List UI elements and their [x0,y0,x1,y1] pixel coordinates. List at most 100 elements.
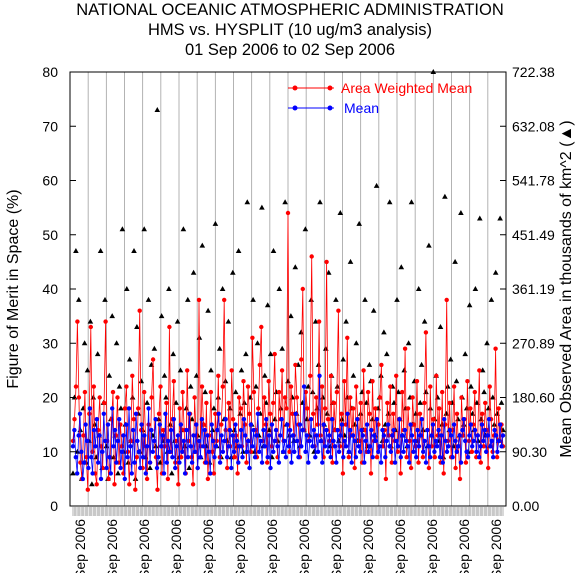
data-point [486,465,491,471]
area-triangle-point [180,226,187,232]
data-point [398,471,403,476]
data-point [338,433,343,438]
area-triangle-point [292,264,299,270]
area-triangle-point [288,313,294,319]
area-triangle-point [333,296,339,302]
area-triangle-point [141,226,147,232]
data-point [275,444,280,449]
data-point [350,433,356,438]
data-point [262,395,267,400]
data-point [145,444,150,449]
data-point [432,449,437,454]
data-point [192,395,197,400]
data-point [154,465,160,471]
data-point [294,438,300,444]
data-point [208,389,214,395]
data-point [251,389,257,395]
area-triangle-point [408,199,415,205]
data-point [444,297,449,303]
data-point [179,455,184,460]
data-point [471,438,476,444]
data-point [308,417,314,422]
data-point [174,444,179,449]
data-point [383,476,389,482]
data-point [488,444,493,449]
data-point [463,460,469,465]
data-point [290,411,295,416]
data-point [177,460,182,465]
data-point [247,411,252,416]
x-tick-label: Sep 2006 [296,519,312,573]
data-point [345,335,350,340]
data-point [325,417,331,422]
data-point [271,449,276,454]
data-point [378,460,384,465]
data-point [322,444,328,449]
area-triangle-point [89,481,95,487]
data-point [367,444,373,449]
data-point [264,417,269,422]
data-point [294,395,300,400]
data-point [467,433,472,438]
area-triangle-point [238,367,245,373]
data-point [136,406,141,411]
data-point [252,455,258,460]
y-tick-label: 80 [42,64,58,80]
data-point [84,438,90,444]
area-triangle-point [153,443,159,449]
y2-tick-label: 541.78 [512,173,555,189]
x-tick-label: Sep 2006 [136,519,152,573]
data-point [346,455,351,460]
data-point [127,482,132,487]
area-triangle-point [259,204,265,210]
data-point [75,319,80,324]
area-triangle-point [115,470,121,476]
data-point [212,455,217,460]
area-triangle-point [347,258,354,264]
area-triangle-point [208,367,214,373]
data-point [290,433,296,438]
legend-mean-label: Mean [344,100,379,116]
data-point [361,368,366,373]
legend: Area Weighted Mean Mean [288,80,472,116]
data-point [423,330,429,335]
data-point [325,449,331,454]
data-point [273,427,279,433]
area-triangle-point [237,410,243,416]
data-point [134,455,139,460]
y2-tick-label: 451.49 [512,227,555,243]
data-point [285,210,291,216]
data-point [484,449,489,454]
data-point [419,417,424,422]
y2-tick-label: 90.30 [512,444,547,460]
data-point [88,324,94,330]
data-point [368,471,374,476]
data-point [409,433,415,438]
data-point [181,438,186,444]
area-triangle-point [413,410,419,416]
data-point [329,417,335,422]
data-point [500,433,506,438]
data-point [451,384,457,389]
area-triangle-point [362,296,368,302]
data-point [199,384,205,389]
data-point [185,455,191,460]
data-point [216,411,221,416]
data-point [100,449,105,454]
data-point [229,465,234,471]
data-point [205,476,211,482]
data-point [469,449,475,454]
data-point [446,444,451,449]
data-point [182,471,188,476]
area-triangle-point [70,470,76,476]
data-point [482,427,487,433]
data-point [106,476,111,482]
data-point [91,384,97,389]
data-point [417,411,423,416]
data-point [222,297,227,303]
data-point [477,368,482,373]
data-point [77,411,83,416]
data-point [78,460,83,465]
data-point [250,444,255,449]
data-point [428,384,433,389]
